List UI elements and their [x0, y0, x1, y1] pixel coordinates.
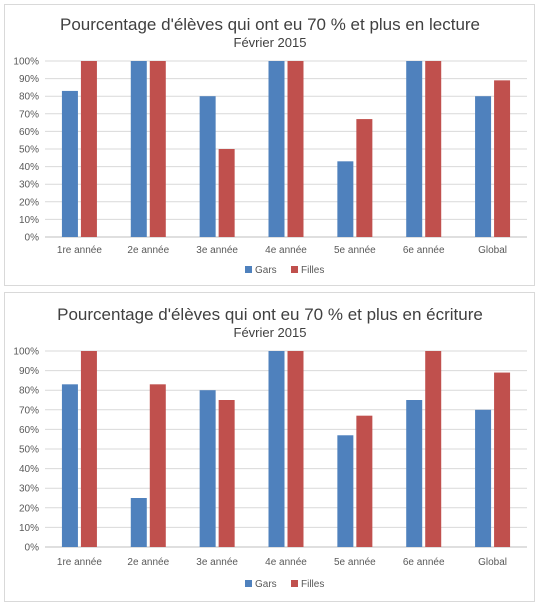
bar-gars: [199, 390, 216, 547]
legend: Gars Filles: [245, 579, 324, 590]
chart-title: Pourcentage d'élèves qui ont eu 70 % et …: [57, 305, 483, 324]
bar-gars: [406, 400, 423, 547]
y-tick-label: 40%: [19, 162, 39, 173]
bar-filles: [356, 119, 373, 237]
x-category-label: Global: [478, 245, 507, 256]
x-category-label: 1re année: [57, 557, 102, 568]
bar-gars: [268, 351, 285, 547]
chart-subtitle: Février 2015: [234, 35, 307, 50]
bar-filles: [218, 149, 235, 237]
y-tick-label: 0%: [25, 543, 40, 554]
y-tick-label: 50%: [19, 145, 39, 156]
legend-label: Filles: [301, 579, 324, 590]
bar-gars: [199, 96, 216, 237]
bar-gars: [337, 161, 354, 237]
chart-panel-lecture: Pourcentage d'élèves qui ont eu 70 % et …: [4, 4, 535, 286]
y-tick-label: 60%: [19, 425, 39, 436]
y-tick-label: 100%: [13, 347, 39, 358]
gridlines: [45, 350, 527, 548]
bar-filles: [494, 372, 511, 547]
gridlines: [45, 60, 527, 238]
y-tick-label: 10%: [19, 523, 39, 534]
y-tick-label: 70%: [19, 405, 39, 416]
chart-panel-ecriture: Pourcentage d'élèves qui ont eu 70 % et …: [4, 292, 535, 602]
y-tick-label: 40%: [19, 464, 39, 475]
y-tick-label: 80%: [19, 386, 39, 397]
x-category-label: 3e année: [196, 245, 238, 256]
x-category-label: 4e année: [265, 245, 307, 256]
bar-filles: [356, 415, 373, 547]
legend: Gars Filles: [245, 265, 324, 276]
legend-label: Filles: [301, 265, 324, 276]
bar-filles: [425, 61, 442, 237]
y-tick-label: 30%: [19, 484, 39, 495]
y-tick-label: 30%: [19, 180, 39, 191]
bars: [61, 351, 511, 547]
y-tick-label: 0%: [25, 233, 40, 244]
x-axis-categories: 1re année 2e année 3e année 4e année 5e anné…: [57, 245, 507, 256]
legend-swatch: [245, 580, 252, 587]
x-category-label: 1re année: [57, 245, 102, 256]
bar-gars: [337, 435, 354, 547]
bar-gars: [475, 96, 492, 237]
y-tick-label: 20%: [19, 503, 39, 514]
x-category-label: Global: [478, 557, 507, 568]
bar-filles: [149, 61, 166, 237]
bar-filles: [494, 80, 511, 237]
y-tick-label: 90%: [19, 74, 39, 85]
x-category-label: 2e année: [127, 557, 169, 568]
y-tick-label: 10%: [19, 215, 39, 226]
legend-swatch: [245, 266, 252, 273]
bar-gars: [130, 61, 147, 237]
bars: [61, 61, 511, 237]
y-axis-ticks: 0% 10% 20% 30% 40% 50% 60% 70% 80% 90% 100%: [13, 57, 39, 244]
bar-filles: [80, 351, 97, 547]
chart-title: Pourcentage d'élèves qui ont eu 70 % et …: [60, 15, 480, 34]
bar-filles: [287, 351, 304, 547]
legend-swatch: [291, 580, 298, 587]
x-axis-categories: 1re année 2e année 3e année 4e année 5e anné…: [57, 557, 507, 568]
bar-filles: [287, 61, 304, 237]
chart-ecriture: Pourcentage d'élèves qui ont eu 70 % et …: [13, 305, 527, 590]
bar-gars: [61, 384, 78, 547]
legend-label: Gars: [255, 579, 277, 590]
y-tick-label: 90%: [19, 366, 39, 377]
legend-label: Gars: [255, 265, 277, 276]
chart-lecture: Pourcentage d'élèves qui ont eu 70 % et …: [13, 15, 527, 276]
legend-swatch: [291, 266, 298, 273]
y-tick-label: 60%: [19, 127, 39, 138]
bar-filles: [425, 351, 442, 547]
x-category-label: 2e année: [127, 245, 169, 256]
bar-gars: [268, 61, 285, 237]
y-tick-label: 20%: [19, 197, 39, 208]
bar-gars: [130, 498, 147, 547]
bar-filles: [80, 61, 97, 237]
bar-filles: [218, 400, 235, 547]
x-category-label: 5e année: [334, 557, 376, 568]
bar-gars: [61, 90, 78, 237]
chart-subtitle: Février 2015: [234, 325, 307, 340]
x-category-label: 6e année: [403, 245, 445, 256]
bar-gars: [475, 409, 492, 547]
x-category-label: 5e année: [334, 245, 376, 256]
x-category-label: 4e année: [265, 557, 307, 568]
bar-filles: [149, 384, 166, 547]
bar-gars: [406, 61, 423, 237]
y-tick-label: 80%: [19, 92, 39, 103]
y-tick-label: 100%: [13, 57, 39, 68]
y-tick-label: 70%: [19, 109, 39, 120]
y-tick-label: 50%: [19, 445, 39, 456]
x-category-label: 6e année: [403, 557, 445, 568]
x-category-label: 3e année: [196, 557, 238, 568]
y-axis-ticks: 0% 10% 20% 30% 40% 50% 60% 70% 80% 90% 100%: [13, 347, 39, 554]
